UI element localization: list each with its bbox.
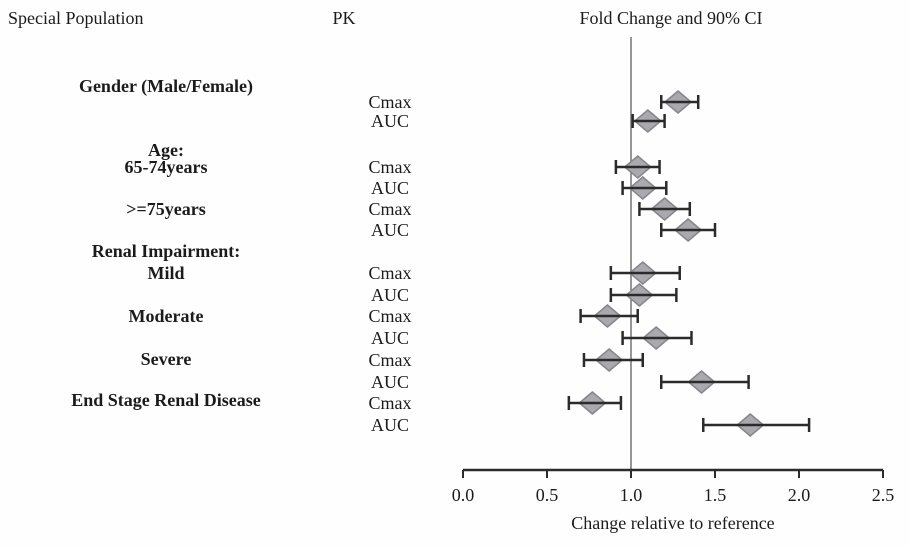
pk-label: Cmax [369, 350, 412, 370]
pk-label: AUC [371, 415, 409, 435]
x-axis-tick-label: 2.5 [872, 485, 895, 505]
x-axis-tick-label: 0.5 [536, 485, 559, 505]
pk-label: Cmax [369, 263, 412, 283]
pk-label: AUC [371, 111, 409, 131]
population-label: End Stage Renal Disease [71, 390, 261, 410]
population-label: >=75years [126, 199, 206, 219]
pk-label: AUC [371, 285, 409, 305]
population-label: Gender (Male/Female) [79, 76, 253, 97]
pk-label: Cmax [369, 157, 412, 177]
pk-label: Cmax [369, 199, 412, 219]
x-axis-tick-label: 2.0 [788, 485, 811, 505]
population-label: Severe [141, 349, 192, 369]
population-label: 65-74years [125, 157, 208, 177]
x-axis-tick-label: 0.0 [452, 485, 475, 505]
column-header-pk: PK [332, 8, 355, 28]
pk-label: AUC [371, 178, 409, 198]
population-label: Age: [148, 140, 184, 160]
population-label: Renal Impairment: [92, 241, 240, 261]
x-axis-title: Change relative to reference [571, 513, 774, 533]
pk-label: Cmax [369, 306, 412, 326]
x-axis-tick-label: 1.0 [620, 485, 643, 505]
population-label: Moderate [129, 306, 204, 326]
population-label: Mild [147, 263, 184, 283]
pk-label: AUC [371, 328, 409, 348]
x-axis-tick-label: 1.5 [704, 485, 727, 505]
plot-area: 0.0 0.5 1.0 1.5 2.0 2.5 Gender (Male/Female) Cm… [71, 37, 894, 505]
pk-label: AUC [371, 220, 409, 240]
column-header-estimate: Fold Change and 90% CI [580, 8, 763, 28]
pk-label: AUC [371, 372, 409, 392]
pk-label: Cmax [369, 393, 412, 413]
pk-label: Cmax [369, 92, 412, 112]
column-header-population: Special Population [8, 8, 143, 28]
